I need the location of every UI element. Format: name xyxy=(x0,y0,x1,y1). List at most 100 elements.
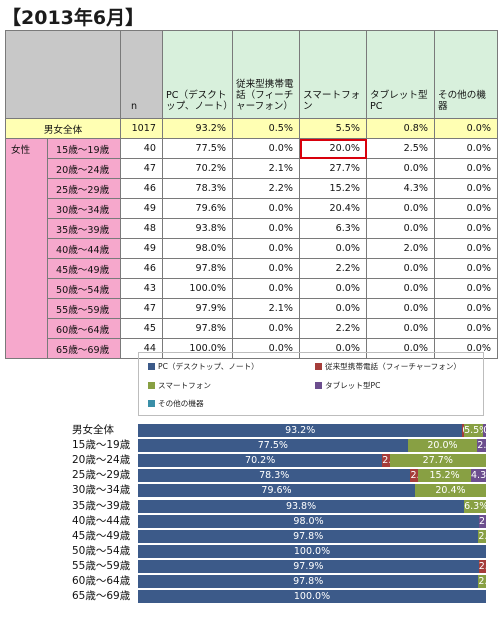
legend-label: 従来型携帯電話（フィーチャーフォン） xyxy=(325,362,462,371)
data-label: 4.3% xyxy=(471,470,486,482)
data-label: 5.5% xyxy=(464,425,483,436)
table-row: 60歳～64歳 45 97.8% 0.0% 2.2% 0.0% 0.0% xyxy=(6,318,498,339)
value-cell: 0.0% xyxy=(434,318,498,339)
value-cell: 97.8% xyxy=(162,258,233,279)
value-cell: 0.0% xyxy=(232,218,300,239)
category-label: 15歳～19歳 xyxy=(72,439,131,452)
data-table: n PC（デスクトップ、ノート） 従来型携帯電話（フィーチャーフォン） スマート… xyxy=(5,30,498,359)
row-label: 60歳～64歳 xyxy=(47,318,121,339)
column-header: スマートフォン xyxy=(299,30,367,119)
legend-item: 従来型携帯電話（フィーチャーフォン） xyxy=(315,361,461,372)
value-cell: 0.0% xyxy=(232,238,300,259)
value-cell: 0.0% xyxy=(366,198,435,219)
category-label: 65歳～69歳 xyxy=(72,590,131,603)
value-cell: 0.0% xyxy=(434,258,498,279)
bar-row: 77.5% 20.0% 2.5% xyxy=(138,439,486,453)
value-cell: 0.0% xyxy=(366,158,435,179)
bar-segment: 2.2% xyxy=(410,469,419,483)
bar-row: 100.0% xyxy=(138,590,486,604)
data-label: 15.2% xyxy=(429,470,460,482)
value-cell: 2.0% xyxy=(366,238,435,259)
value-cell: 0.0% xyxy=(366,218,435,239)
bar-row: 97.8% 2.2% xyxy=(138,575,486,588)
data-label: 93.2% xyxy=(285,425,316,436)
row-label: 25歳～29歳 xyxy=(47,178,121,199)
value-cell: 6.3% xyxy=(299,218,367,239)
value-cell: 0.0% xyxy=(299,278,367,299)
value-cell: 2.2% xyxy=(299,318,367,339)
legend-label: スマートフォン xyxy=(158,381,211,390)
data-label: 2.5% xyxy=(477,440,486,452)
value-cell: 0.8% xyxy=(366,118,435,139)
legend-swatch xyxy=(315,363,322,370)
table-row: 55歳～59歳 47 97.9% 2.1% 0.0% 0.0% 0.0% xyxy=(6,298,498,319)
bar-segment: 0.8% xyxy=(483,424,486,437)
legend-item: スマートフォン xyxy=(148,380,211,391)
bar-segment: 97.8% xyxy=(138,575,479,588)
bar-segment: 98.0% xyxy=(138,514,480,528)
row-label: 50歳～54歳 xyxy=(47,278,121,299)
bar-segment: 79.6% xyxy=(138,484,415,498)
bar-segment: 70.2% xyxy=(138,454,383,468)
data-label: 2.2% xyxy=(478,530,486,542)
category-label: 60歳～64歳 xyxy=(72,575,131,587)
row-label: 40歳～44歳 xyxy=(47,238,121,259)
n-cell: 40 xyxy=(120,138,163,159)
value-cell: 0.0% xyxy=(299,298,367,319)
table-row: 30歳～34歳 49 79.6% 0.0% 20.4% 0.0% 0.0% xyxy=(6,198,498,219)
page-title: 【2013年6月】 xyxy=(2,7,145,29)
bar-row: 78.3% 2.2% 15.2% 4.3% xyxy=(138,469,486,483)
row-label: 45歳～49歳 xyxy=(47,258,121,279)
value-cell: 0.0% xyxy=(434,178,498,199)
bar-row: 70.2% 2.1% 27.7% xyxy=(138,454,486,468)
data-label: 97.8% xyxy=(293,530,324,542)
bar-segment: 2.2% xyxy=(478,529,486,543)
category-label: 20歳～24歳 xyxy=(72,454,131,467)
value-cell: 4.3% xyxy=(366,178,435,199)
value-cell: 93.2% xyxy=(162,118,233,139)
value-cell: 0.0% xyxy=(232,278,300,299)
value-cell: 2.2% xyxy=(232,178,300,199)
data-label: 2.2% xyxy=(410,470,418,482)
n-cell: 43 xyxy=(120,278,163,299)
data-label: 97.9% xyxy=(293,560,324,572)
value-cell: 0.0% xyxy=(434,218,498,239)
category-label: 40歳～44歳 xyxy=(72,514,131,527)
legend-label: PC（デスクトップ、ノート） xyxy=(158,362,259,371)
data-label: 98.0% xyxy=(293,515,324,527)
bar-segment: 93.2% xyxy=(138,424,463,437)
bar-segment: 93.8% xyxy=(138,499,465,513)
bar-segment: 2.0% xyxy=(479,514,486,528)
data-label: 78.3% xyxy=(259,470,290,482)
table-header-corner xyxy=(5,30,121,119)
value-cell: 0.5% xyxy=(232,118,300,139)
bar-segment: 100.0% xyxy=(138,590,486,604)
value-cell: 0.0% xyxy=(434,158,498,179)
data-label: 6.3% xyxy=(464,500,486,512)
value-cell: 77.5% xyxy=(162,138,233,159)
row-label: 15歳～19歳 xyxy=(47,138,121,159)
value-cell: 0.0% xyxy=(434,298,498,319)
data-label: 100.0% xyxy=(293,545,331,557)
n-cell: 48 xyxy=(120,218,163,239)
value-cell: 98.0% xyxy=(162,238,233,259)
data-label: 93.8% xyxy=(285,500,317,512)
value-cell: 0.0% xyxy=(434,338,498,359)
column-header: その他の機器 xyxy=(434,30,498,119)
legend-label: その他の機器 xyxy=(158,399,204,408)
table-row: 20歳～24歳 47 70.2% 2.1% 27.7% 0.0% 0.0% xyxy=(6,158,498,179)
row-label: 20歳～24歳 xyxy=(47,158,121,179)
table-row: 女性 15歳～19歳 40 77.5% 0.0% 20.0% 2.5% 0.0% xyxy=(5,138,498,359)
category-label: 男女全体 xyxy=(72,424,114,436)
data-label: 0.5% xyxy=(462,424,464,437)
data-label: 20.4% xyxy=(435,485,466,497)
bar-row: 100.0% xyxy=(138,544,486,558)
legend-item: タブレット型PC xyxy=(315,380,380,391)
value-cell: 79.6% xyxy=(162,198,233,219)
data-label: 2.1% xyxy=(382,455,389,467)
value-cell: 0.0% xyxy=(232,318,300,339)
bar-segment: 5.5% xyxy=(464,424,484,437)
row-label: 30歳～34歳 xyxy=(47,198,121,219)
chart-legend: PC（デスクトップ、ノート） 従来型携帯電話（フィーチャーフォン） スマートフォ… xyxy=(138,352,484,416)
category-label: 50歳～54歳 xyxy=(72,544,131,557)
